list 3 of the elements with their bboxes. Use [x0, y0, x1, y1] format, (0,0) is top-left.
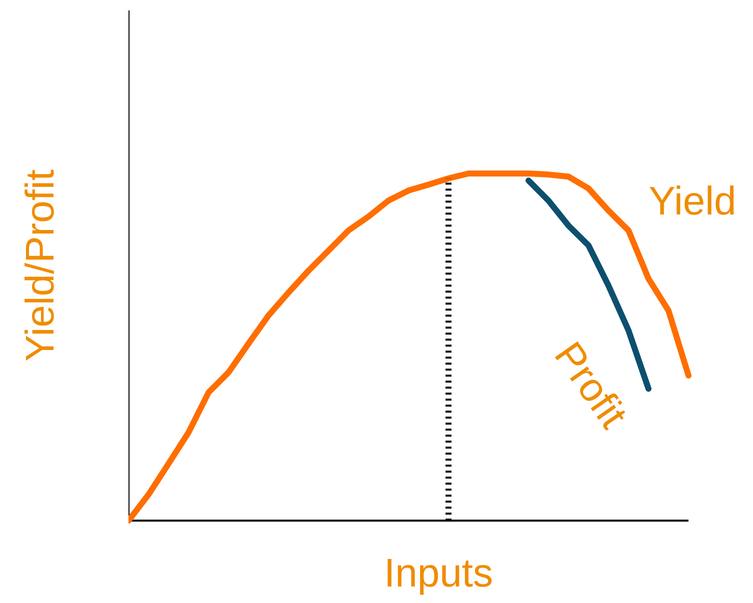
y-axis-title: Yield/Profit — [18, 170, 62, 362]
x-axis-title: Inputs — [384, 552, 493, 596]
series-label: Yield — [648, 179, 736, 224]
